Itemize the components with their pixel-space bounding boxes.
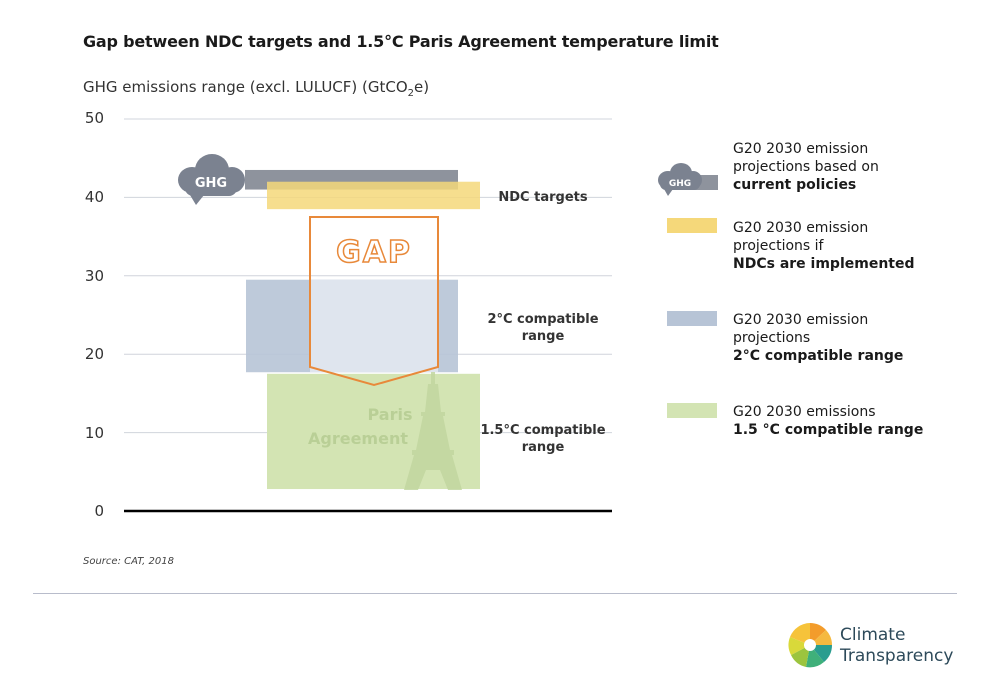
ghg-cloud-icon: GHG bbox=[178, 154, 245, 205]
gap-arrow bbox=[309, 216, 439, 387]
y-tick-label: 10 bbox=[84, 424, 104, 442]
y-tick-label: 0 bbox=[94, 502, 104, 520]
legend-swatch-1-5c bbox=[667, 403, 717, 418]
bar-ndc-targets bbox=[267, 181, 480, 210]
logo-wordmark: Climate Transparency bbox=[840, 625, 954, 666]
y-tick-label: 20 bbox=[84, 345, 104, 363]
y-tick-label: 50 bbox=[84, 109, 104, 127]
legend-swatch-current-policies: GHG bbox=[658, 163, 718, 196]
legend-item-2c: G20 2030 emission projections 2°C compat… bbox=[733, 312, 904, 364]
climate-transparency-logo-icon bbox=[788, 623, 832, 668]
legend-item-current-policies: G20 2030 emission projections based on c… bbox=[733, 141, 879, 193]
source-note: Source: CAT, 2018 bbox=[83, 556, 174, 567]
y-tick-label: 30 bbox=[84, 267, 104, 285]
ghg-cloud-label: GHG bbox=[195, 176, 227, 191]
paris-label-line1: Paris bbox=[368, 405, 413, 424]
chart-title: Gap between NDC targets and 1.5°C Paris … bbox=[83, 32, 719, 51]
legend-item-ndc: G20 2030 emission projections if NDCs ar… bbox=[733, 220, 915, 272]
legend-item-1-5c: G20 2030 emissions 1.5 °C compatible ran… bbox=[733, 404, 924, 438]
footer-divider bbox=[33, 593, 957, 594]
one-five-c-range-label: 1.5°C compatible range bbox=[480, 423, 606, 455]
two-c-range-label: 2°C compatible range bbox=[487, 312, 599, 344]
ndc-targets-label: NDC targets bbox=[498, 190, 588, 205]
y-tick-label: 40 bbox=[84, 188, 104, 206]
paris-label-line2: Agreement bbox=[308, 429, 408, 448]
y-axis-label: GHG emissions range (excl. LULUCF) (GtCO… bbox=[83, 78, 430, 99]
gap-overlap-band bbox=[310, 279, 438, 373]
eiffel-tower-icon bbox=[404, 372, 462, 490]
legend-ghg-label: GHG bbox=[669, 179, 691, 189]
legend-swatch-2c bbox=[667, 311, 717, 326]
legend-swatch-ndc bbox=[667, 218, 717, 233]
gap-label: GAP bbox=[336, 235, 412, 270]
